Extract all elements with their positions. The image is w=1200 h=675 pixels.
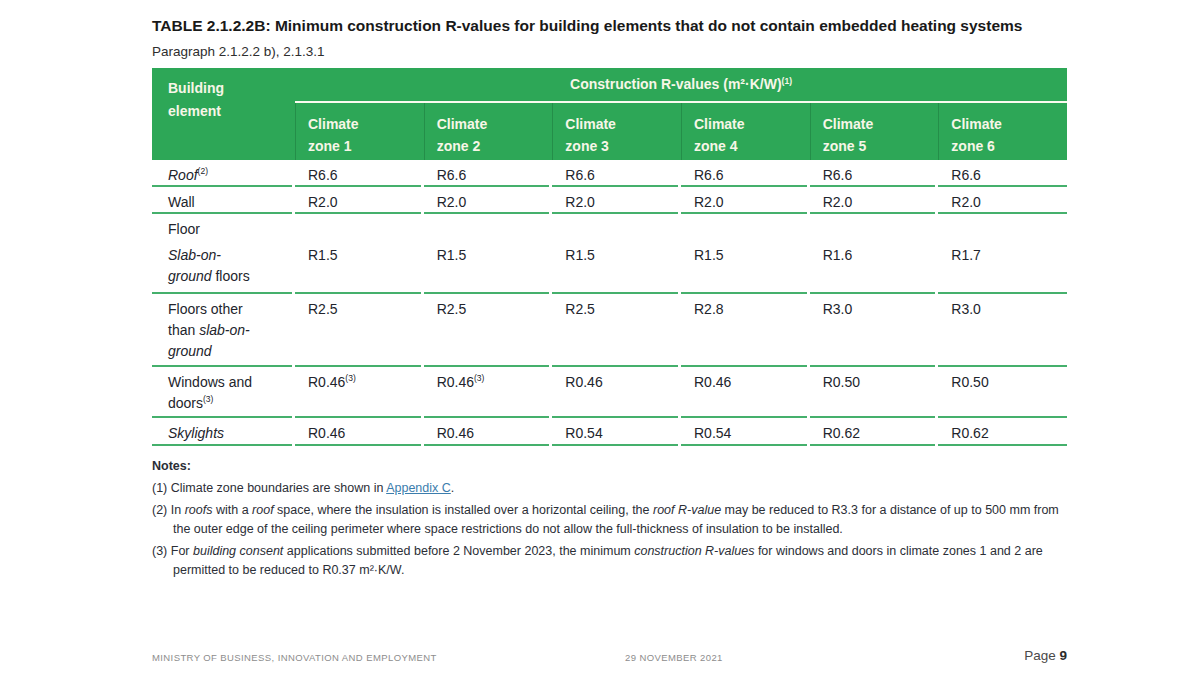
r-value-cell: R0.62: [938, 418, 1067, 446]
r-value-cell: R2.5: [424, 294, 553, 367]
appendix-c-link[interactable]: Appendix C: [386, 481, 451, 495]
row-label: Floor: [152, 214, 1067, 240]
table-row-windows-and-doors: Windows and doors(3) R0.46(3) R0.46(3) R…: [152, 367, 1067, 418]
r-value-cell: R0.46: [295, 418, 424, 446]
column-header-building-element: Building element: [152, 68, 295, 160]
row-label: Slab-on-ground floors: [152, 240, 295, 294]
r-value-cell: R6.6: [552, 160, 681, 187]
table-row-slab-on-ground-floors: Slab-on-ground floors R1.5 R1.5 R1.5 R1.…: [152, 240, 1067, 294]
r-value-cell: R6.6: [938, 160, 1067, 187]
r-value-cell: R0.46(3): [424, 367, 553, 418]
document-page: TABLE 2.1.2.2B: Minimum construction R-v…: [0, 0, 1200, 675]
r-value-cell: R2.0: [552, 187, 681, 214]
page-footer: MINISTRY OF BUSINESS, INNOVATION AND EMP…: [152, 648, 1067, 668]
r-value-cell: R0.46: [552, 367, 681, 418]
r-value-cell: R0.54: [552, 418, 681, 446]
r-value-cell: R1.6: [810, 240, 939, 294]
column-header-label: Climate zone 6: [951, 113, 1013, 157]
r-value-cell: R0.46: [424, 418, 553, 446]
column-header-label: Climate zone 4: [694, 113, 756, 157]
climate-zone-header-row: Climate zone 1 Climate zone 2 Climate zo…: [295, 103, 1067, 160]
r-value-cell: R1.5: [424, 240, 553, 294]
column-header-climate-zone-5: Climate zone 5: [810, 103, 939, 160]
column-header-climate-zone-4: Climate zone 4: [681, 103, 810, 160]
note-3: (3) For building consent applications su…: [152, 542, 1067, 580]
row-label: Floors other than slab-on-ground: [152, 294, 295, 367]
r-value-cell: R0.46(3): [295, 367, 424, 418]
r-value-cell: R0.62: [810, 418, 939, 446]
column-header-climate-zone-2: Climate zone 2: [424, 103, 553, 160]
r-value-cell: R1.5: [295, 240, 424, 294]
column-header-label: Climate zone 2: [437, 113, 499, 157]
table-header: Building element Construction R-values (…: [152, 68, 1067, 160]
column-header-climate-zone-3: Climate zone 3: [552, 103, 681, 160]
r-value-cell: R2.0: [424, 187, 553, 214]
note-marker: (1): [152, 481, 171, 495]
column-header-label: Building element: [168, 77, 242, 123]
column-header-label: Climate zone 3: [565, 113, 627, 157]
page-content: TABLE 2.1.2.2B: Minimum construction R-v…: [152, 0, 1067, 580]
r-value-cell: R2.5: [295, 294, 424, 367]
page-number: Page 9: [1024, 648, 1067, 663]
footnote-ref: (3): [203, 394, 213, 404]
paragraph-reference: Paragraph 2.1.2.2 b), 2.1.3.1: [152, 43, 1067, 61]
r-value-cell: R6.6: [681, 160, 810, 187]
note-marker: (3): [152, 544, 171, 558]
r-value-cell: R0.50: [938, 367, 1067, 418]
column-header-label: Climate zone 5: [823, 113, 885, 157]
r-value-cell: R2.8: [681, 294, 810, 367]
footer-date: 29 NOVEMBER 2021: [625, 652, 723, 663]
row-label: Roof(2): [152, 160, 295, 187]
table-row-floor-category: Floor: [152, 214, 1067, 240]
row-label: Wall: [152, 187, 295, 214]
footer-ministry: MINISTRY OF BUSINESS, INNOVATION AND EMP…: [152, 652, 437, 663]
r-value-cell: R6.6: [810, 160, 939, 187]
r-value-cell: R0.46: [681, 367, 810, 418]
r-value-cell: R0.50: [810, 367, 939, 418]
table-title-number: TABLE 2.1.2.2B:: [152, 17, 271, 34]
r-value-cell: R2.0: [295, 187, 424, 214]
row-label: Windows and doors(3): [152, 367, 295, 418]
column-header-climate-zone-1: Climate zone 1: [295, 103, 424, 160]
r-value-cell: R2.0: [681, 187, 810, 214]
table-row-roof: Roof(2) R6.6 R6.6 R6.6 R6.6 R6.6 R6.6: [152, 160, 1067, 187]
table-title: TABLE 2.1.2.2B: Minimum construction R-v…: [152, 15, 1067, 37]
r-value-cell: R3.0: [938, 294, 1067, 367]
r-value-cell: R2.0: [810, 187, 939, 214]
column-header-climate-zone-6: Climate zone 6: [938, 103, 1067, 160]
r-value-cell: R6.6: [295, 160, 424, 187]
footnote-ref: (3): [345, 373, 355, 383]
note-1: (1) Climate zone boundaries are shown in…: [152, 479, 1067, 498]
r-value-cell: R6.6: [424, 160, 553, 187]
table-title-text: Minimum construction R-values for buildi…: [275, 17, 1023, 34]
r-value-cell: R2.5: [552, 294, 681, 367]
table-row-floors-other-than-slab-on-ground: Floors other than slab-on-ground R2.5 R2…: [152, 294, 1067, 367]
r-value-cell: R2.0: [938, 187, 1067, 214]
notes-heading: Notes:: [152, 457, 1067, 476]
r-value-cell: R1.5: [552, 240, 681, 294]
group-header-label: Construction R-values (m²·K/W): [570, 76, 782, 92]
notes-section: Notes: (1) Climate zone boundaries are s…: [152, 457, 1067, 580]
footnote-ref: (2): [198, 166, 208, 176]
r-value-cell: R3.0: [810, 294, 939, 367]
r-value-cell: R1.7: [938, 240, 1067, 294]
column-group-header: Construction R-values (m²·K/W)(1): [295, 68, 1067, 103]
table-body: Roof(2) R6.6 R6.6 R6.6 R6.6 R6.6 R6.6 Wa…: [152, 160, 1067, 446]
table-header-right: Construction R-values (m²·K/W)(1) Climat…: [295, 68, 1067, 160]
note-marker: (2): [152, 503, 171, 517]
table-row-skylights: Skylights R0.46 R0.46 R0.54 R0.54 R0.62 …: [152, 418, 1067, 446]
table-row-wall: Wall R2.0 R2.0 R2.0 R2.0 R2.0 R2.0: [152, 187, 1067, 214]
row-label: Skylights: [152, 418, 295, 446]
r-value-cell: R1.5: [681, 240, 810, 294]
note-2: (2) In roofs with a roof space, where th…: [152, 501, 1067, 539]
r-value-cell: R0.54: [681, 418, 810, 446]
r-values-table: Building element Construction R-values (…: [152, 68, 1067, 446]
footnote-ref: (3): [474, 373, 484, 383]
column-header-label: Climate zone 1: [308, 113, 370, 157]
